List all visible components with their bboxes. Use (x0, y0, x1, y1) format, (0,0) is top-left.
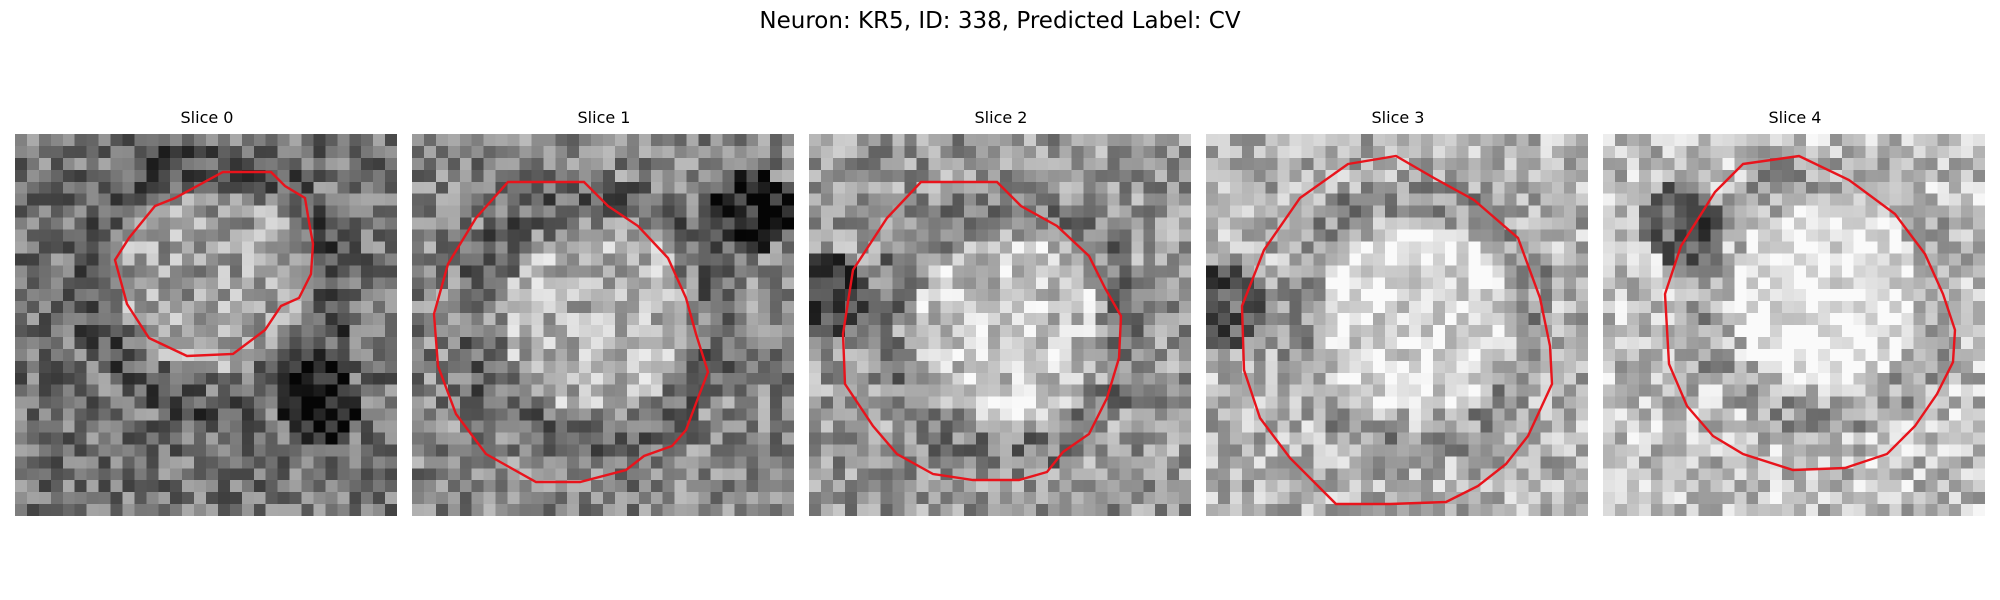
contour-polygon (432, 180, 710, 484)
contour-polygon (841, 180, 1123, 482)
slice-title: Slice 4 (1768, 108, 1822, 127)
contour-outline (841, 180, 1123, 482)
slice-title: Slice 3 (1371, 108, 1425, 127)
slice-image (809, 134, 1191, 516)
contour-polygon (113, 170, 315, 358)
slice-title: Slice 0 (180, 108, 234, 127)
contour-outline (432, 180, 710, 484)
contour-polygon (1663, 154, 1957, 472)
contour-outline (113, 170, 315, 358)
contour-polygon (1240, 154, 1554, 506)
slice-title: Slice 1 (577, 108, 631, 127)
slice-image (1206, 134, 1588, 516)
slice-title: Slice 2 (974, 108, 1028, 127)
slice-image (412, 134, 794, 516)
figure-title: Neuron: KR5, ID: 338, Predicted Label: C… (759, 8, 1241, 34)
contour-outline (1663, 154, 1957, 472)
contour-outline (1240, 154, 1554, 506)
slice-image (15, 134, 397, 516)
